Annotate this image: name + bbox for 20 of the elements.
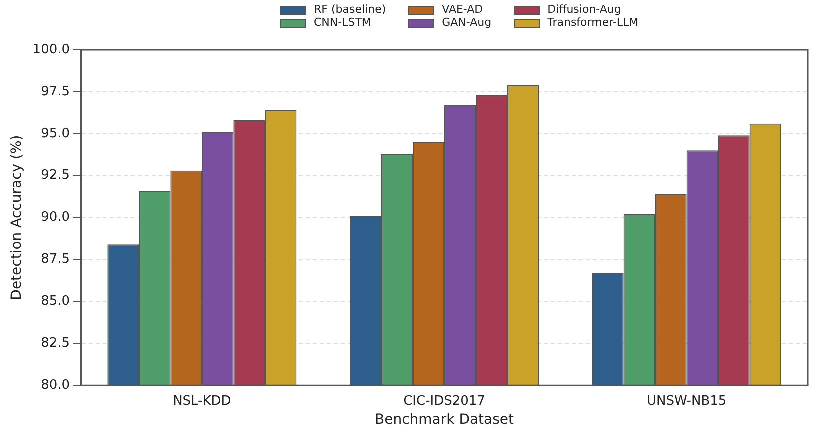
y-tick-label: 92.5 (41, 168, 70, 184)
y-tick-label: 85.0 (41, 294, 70, 310)
y-tick-label: 82.5 (41, 336, 70, 352)
legend-label: Transformer-LLM (548, 16, 639, 29)
legend-label: VAE-AD (442, 3, 484, 16)
legend-label: Diffusion-Aug (548, 3, 622, 16)
y-tick-label: 95.0 (41, 126, 70, 142)
y-tick-label: 90.0 (41, 210, 70, 226)
legend-label: CNN-LSTM (314, 16, 372, 29)
legend-label: GAN-Aug (442, 16, 492, 29)
legend-label: RF (baseline) (314, 3, 386, 16)
y-tick-label: 97.5 (41, 84, 70, 100)
y-tick-label: 80.0 (41, 378, 70, 393)
x-tick-label: UNSW-NB15 (646, 394, 727, 409)
y-tick-label: 87.5 (41, 252, 70, 268)
x-tick-label: CIC-IDS2017 (404, 394, 486, 409)
y-axis-title: Detection Accuracy (%) (9, 135, 26, 300)
x-tick-label: NSL-KDD (173, 394, 232, 409)
y-tick-label: 100.0 (32, 42, 70, 58)
x-axis-title: Benchmark Dataset (375, 412, 515, 428)
